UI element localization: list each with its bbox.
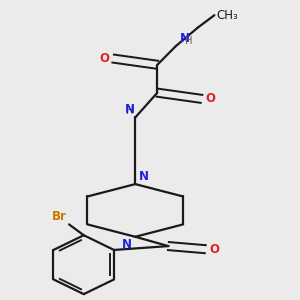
Text: CH₃: CH₃ xyxy=(216,9,238,22)
Text: N: N xyxy=(179,32,189,45)
Text: H: H xyxy=(126,106,134,116)
Text: H: H xyxy=(185,35,193,46)
Text: O: O xyxy=(209,243,219,256)
Text: Br: Br xyxy=(52,210,67,223)
Text: N: N xyxy=(122,238,132,251)
Text: N: N xyxy=(124,103,134,116)
Text: O: O xyxy=(100,52,110,65)
Text: N: N xyxy=(139,169,149,182)
Text: O: O xyxy=(205,92,215,105)
